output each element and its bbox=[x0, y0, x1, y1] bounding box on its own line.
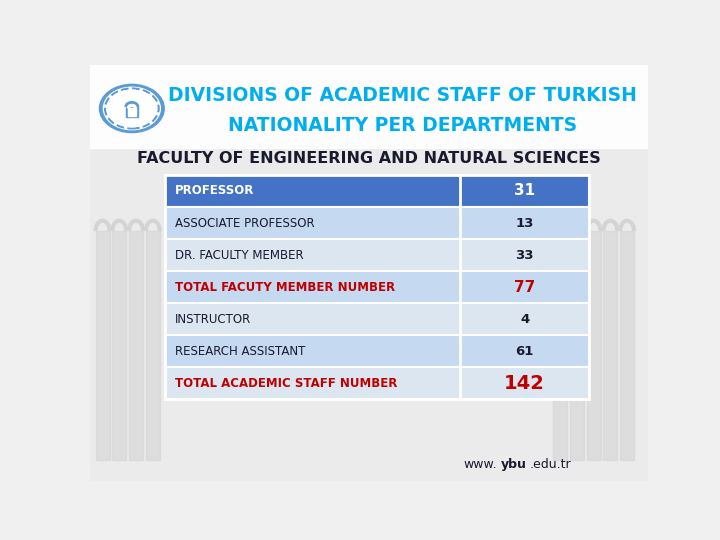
Circle shape bbox=[107, 90, 156, 127]
Text: DIVISIONS OF ACADEMIC STAFF OF TURKISH: DIVISIONS OF ACADEMIC STAFF OF TURKISH bbox=[168, 86, 637, 105]
Text: TOTAL FACUTY MEMBER NUMBER: TOTAL FACUTY MEMBER NUMBER bbox=[176, 281, 395, 294]
Bar bbox=[145, 231, 160, 460]
Bar bbox=[96, 231, 109, 460]
Bar bbox=[128, 109, 135, 116]
Bar bbox=[553, 231, 567, 460]
Text: ASSOCIATE PROFESSOR: ASSOCIATE PROFESSOR bbox=[176, 217, 315, 230]
Text: PROFESSOR: PROFESSOR bbox=[176, 185, 255, 198]
Bar bbox=[166, 303, 590, 335]
Text: www.: www. bbox=[464, 458, 498, 471]
Text: 31: 31 bbox=[514, 184, 535, 199]
Bar bbox=[166, 175, 590, 399]
Text: 33: 33 bbox=[516, 248, 534, 261]
Text: NATIONALITY PER DEPARTMENTS: NATIONALITY PER DEPARTMENTS bbox=[228, 116, 577, 134]
Bar bbox=[112, 231, 126, 460]
Text: 13: 13 bbox=[516, 217, 534, 230]
Bar bbox=[166, 271, 590, 303]
Bar bbox=[620, 231, 634, 460]
Bar bbox=[587, 231, 600, 460]
Bar bbox=[166, 207, 590, 239]
Circle shape bbox=[99, 84, 164, 133]
Text: ybu: ybu bbox=[501, 458, 527, 471]
Text: 61: 61 bbox=[516, 345, 534, 357]
Bar bbox=[90, 65, 648, 148]
Bar bbox=[166, 175, 590, 207]
Bar bbox=[603, 231, 617, 460]
Text: 142: 142 bbox=[504, 374, 545, 393]
Bar bbox=[166, 367, 590, 399]
Text: FACULTY OF ENGINEERING AND NATURAL SCIENCES: FACULTY OF ENGINEERING AND NATURAL SCIEN… bbox=[137, 151, 601, 166]
Circle shape bbox=[104, 87, 161, 130]
Bar bbox=[126, 107, 138, 117]
Text: INSTRUCTOR: INSTRUCTOR bbox=[176, 313, 251, 326]
Bar bbox=[570, 231, 584, 460]
Text: 77: 77 bbox=[514, 280, 536, 294]
Text: 4: 4 bbox=[520, 313, 529, 326]
Bar bbox=[166, 239, 590, 271]
Text: TOTAL ACADEMIC STAFF NUMBER: TOTAL ACADEMIC STAFF NUMBER bbox=[176, 376, 397, 389]
Text: RESEARCH ASSISTANT: RESEARCH ASSISTANT bbox=[176, 345, 306, 357]
Text: DR. FACULTY MEMBER: DR. FACULTY MEMBER bbox=[176, 248, 304, 261]
Bar bbox=[166, 335, 590, 367]
Text: .edu.tr: .edu.tr bbox=[529, 458, 571, 471]
Bar bbox=[129, 231, 143, 460]
